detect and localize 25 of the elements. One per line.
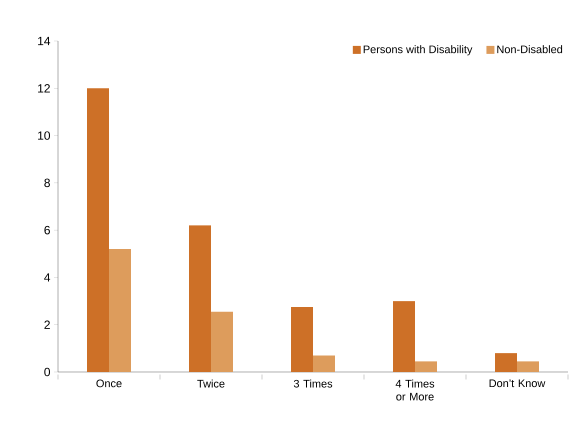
bar (495, 353, 518, 372)
bar (415, 361, 438, 372)
y-tick-label: 6 (44, 226, 50, 234)
legend-label: Persons with Disability (364, 45, 472, 56)
y-tick-label: 2 (44, 320, 50, 329)
y-tick-label: 8 (44, 178, 50, 188)
bar (189, 225, 212, 372)
bar (313, 355, 336, 372)
x-tick-label: Don’t Know (490, 380, 546, 388)
y-tick-label: 14 (38, 36, 50, 46)
x-tick-label: Once (96, 380, 122, 388)
bar (393, 301, 416, 372)
bar (517, 361, 540, 372)
bar (87, 88, 109, 372)
legend-label: Non-Disabled (497, 45, 562, 54)
y-tick-label: 12 (38, 84, 50, 92)
bar (291, 306, 314, 372)
y-tick-label: 0 (44, 368, 50, 376)
y-tick-label: 4 (44, 273, 50, 282)
x-tick-label: Twice (197, 380, 225, 388)
bar (109, 249, 131, 372)
x-tick-label: 3 Times (294, 380, 332, 388)
bar (211, 312, 234, 372)
y-tick-label: 10 (38, 131, 50, 140)
x-tick-label: 4 Times or More (396, 380, 434, 401)
